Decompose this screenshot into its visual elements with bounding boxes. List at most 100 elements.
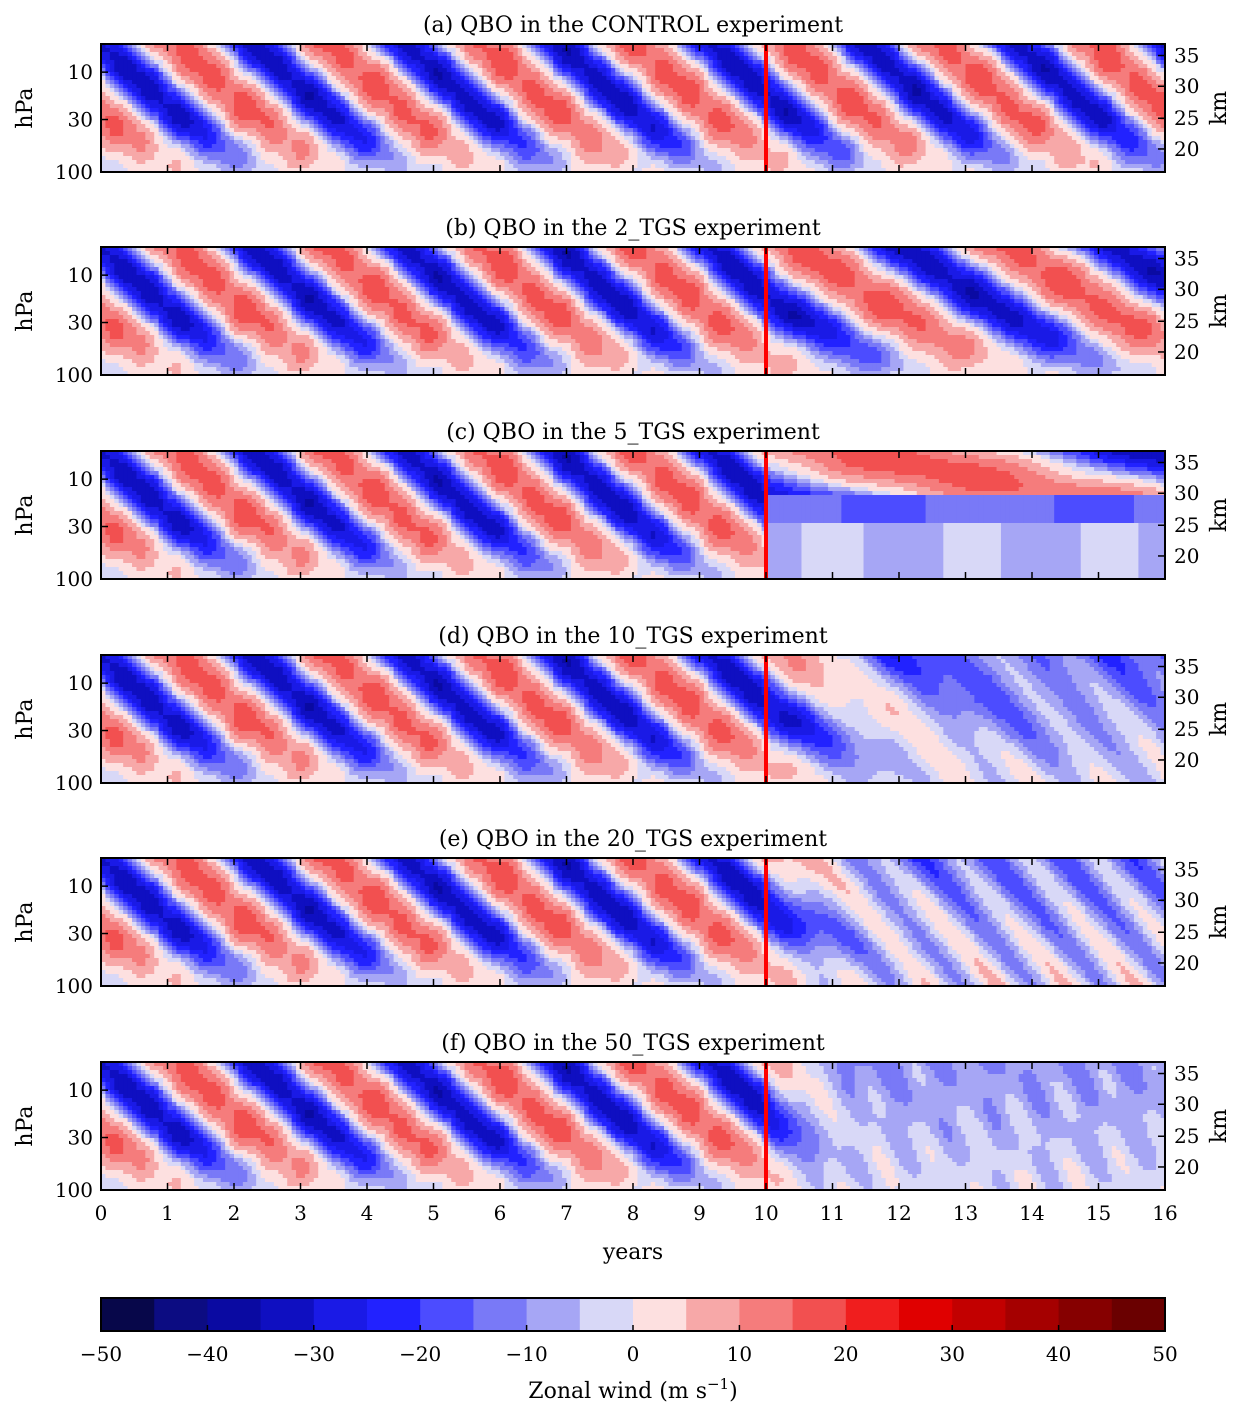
wind-cell <box>398 120 404 125</box>
wind-cell <box>637 48 643 53</box>
wind-cell <box>899 92 905 97</box>
wind-cell <box>1000 76 1006 81</box>
wind-cell <box>429 64 435 69</box>
wind-cell <box>695 116 701 121</box>
wind-cell <box>1063 96 1069 101</box>
wind-cell <box>247 72 253 77</box>
wind-cell <box>770 48 776 53</box>
wind-cell <box>296 80 302 85</box>
wind-cell <box>672 96 678 101</box>
wind-cell <box>406 80 412 85</box>
wind-cell <box>1009 48 1015 53</box>
wind-cell <box>344 116 350 121</box>
wind-cell <box>180 80 186 85</box>
wind-cell <box>220 68 226 73</box>
wind-cell <box>1129 56 1135 61</box>
wind-cell <box>1071 44 1077 49</box>
wind-cell <box>393 60 399 65</box>
wind-cell <box>123 80 129 85</box>
wind-cell <box>690 80 696 85</box>
wind-cell <box>225 96 231 101</box>
wind-cell <box>1067 48 1073 53</box>
wind-cell <box>468 88 474 93</box>
wind-cell <box>695 124 701 129</box>
wind-cell <box>881 116 887 121</box>
wind-cell <box>743 112 749 117</box>
wind-cell <box>699 124 705 129</box>
wind-cell <box>841 116 847 121</box>
wind-cell <box>1040 52 1046 57</box>
wind-cell <box>402 60 408 65</box>
wind-cell <box>708 68 714 73</box>
wind-cell <box>668 108 674 113</box>
wind-cell <box>1107 104 1113 109</box>
wind-cell <box>1045 104 1051 109</box>
wind-cell <box>672 116 678 121</box>
wind-cell <box>118 56 124 61</box>
wind-cell <box>371 68 377 73</box>
wind-cell <box>956 44 962 49</box>
wind-cell <box>415 60 421 65</box>
wind-cell <box>238 44 244 49</box>
wind-cell <box>930 68 936 73</box>
wind-cell <box>136 108 142 113</box>
wind-cell <box>619 48 625 53</box>
wind-cell <box>801 76 807 81</box>
wind-cell <box>123 60 129 65</box>
wind-cell <box>322 124 328 129</box>
wind-cell <box>362 68 368 73</box>
wind-cell <box>504 116 510 121</box>
wind-cell <box>734 80 740 85</box>
wind-cell <box>504 120 510 125</box>
wind-cell <box>841 80 847 85</box>
wind-cell <box>322 44 328 49</box>
wind-cell <box>969 52 975 57</box>
wind-cell <box>1129 80 1135 85</box>
wind-cell <box>876 116 882 121</box>
wind-cell <box>907 112 913 117</box>
wind-cell <box>987 64 993 69</box>
wind-cell <box>566 92 572 97</box>
wind-cell <box>313 96 319 101</box>
wind-cell <box>1116 116 1122 121</box>
wind-cell <box>743 124 749 129</box>
wind-cell <box>734 60 740 65</box>
wind-cell <box>978 104 984 109</box>
wind-cell <box>437 124 443 129</box>
wind-cell <box>371 124 377 129</box>
wind-cell <box>752 124 758 129</box>
wind-cell <box>921 96 927 101</box>
wind-cell <box>1080 44 1086 49</box>
wind-cell <box>207 52 213 57</box>
wind-cell <box>313 44 319 49</box>
wind-cell <box>699 116 705 121</box>
wind-cell <box>916 120 922 125</box>
wind-cell <box>872 124 878 129</box>
wind-cell <box>229 92 235 97</box>
wind-cell <box>841 84 847 89</box>
wind-cell <box>375 60 381 65</box>
wind-cell <box>562 120 568 125</box>
wind-cell <box>114 104 120 109</box>
wind-cell <box>743 88 749 93</box>
wind-cell <box>1156 100 1162 105</box>
wind-cell <box>992 80 998 85</box>
wind-cell <box>495 112 501 117</box>
wind-cell <box>136 52 142 57</box>
wind-cell <box>1076 44 1082 49</box>
wind-cell <box>916 124 922 129</box>
wind-cell <box>1054 68 1060 73</box>
wind-cell <box>1160 108 1165 113</box>
wind-cell <box>291 96 297 101</box>
wind-cell <box>531 124 537 129</box>
wind-cell <box>867 96 873 101</box>
wind-cell <box>978 60 984 65</box>
wind-cell <box>234 80 240 85</box>
wind-cell <box>522 100 528 105</box>
wind-cell <box>894 60 900 65</box>
wind-cell <box>961 96 967 101</box>
wind-cell <box>690 68 696 73</box>
wind-cell <box>557 100 563 105</box>
wind-cell <box>242 112 248 117</box>
wind-cell <box>814 72 820 77</box>
